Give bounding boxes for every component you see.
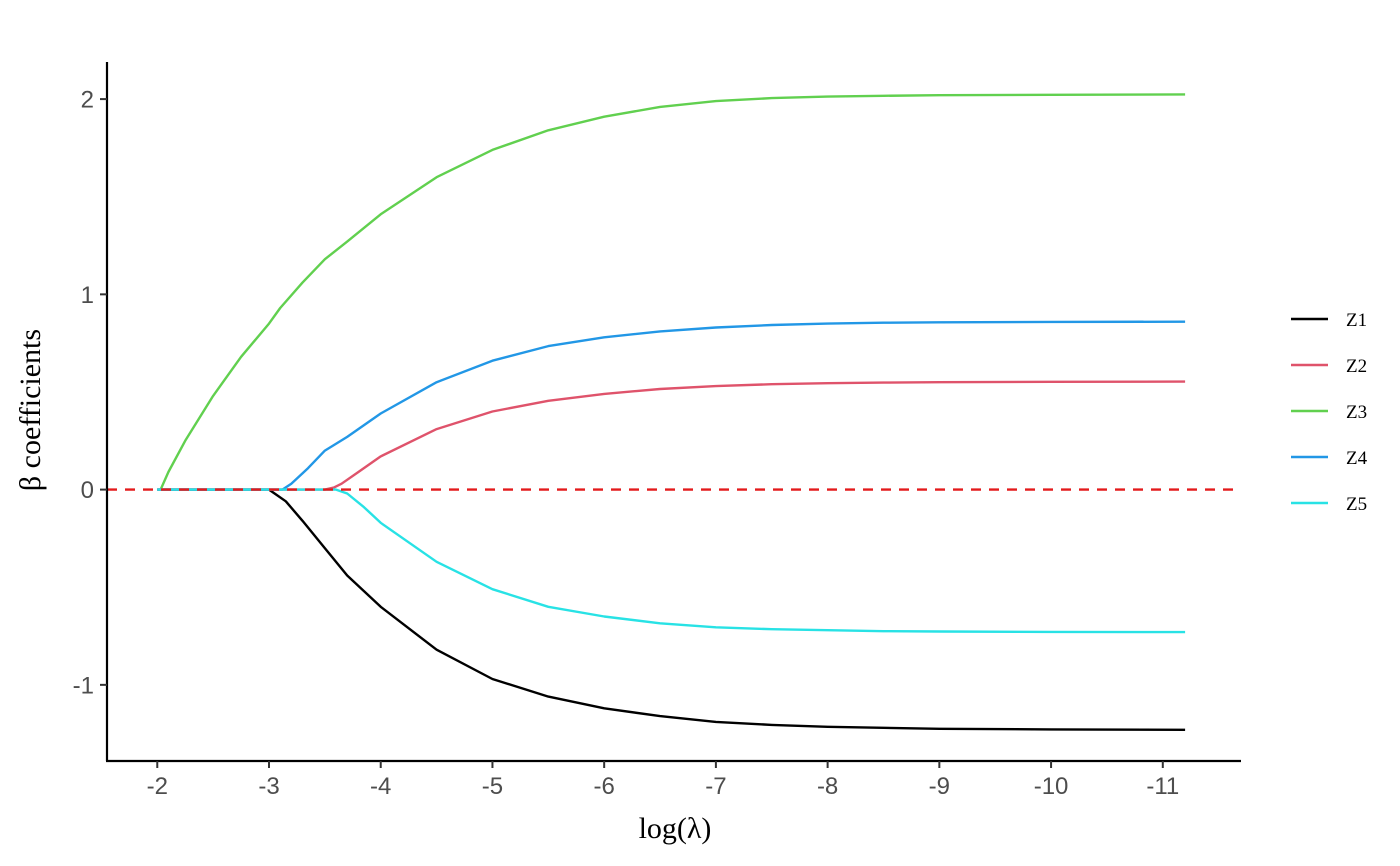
x-axis-title: log(λ) — [639, 812, 712, 845]
x-tick-label: -9 — [929, 773, 950, 800]
x-tick-label: -10 — [1034, 773, 1069, 800]
x-tick-label: -7 — [705, 773, 726, 800]
series-line-z4 — [157, 320, 1186, 491]
x-tick-label: -6 — [594, 773, 615, 800]
x-tick-label: -5 — [482, 773, 503, 800]
series-line-z1 — [157, 488, 1186, 731]
y-axis-title: β coefficients — [14, 329, 47, 491]
series-line-z3 — [159, 93, 1186, 491]
legend-label-z4: Z4 — [1346, 448, 1368, 469]
series-line-z2 — [157, 380, 1186, 491]
legend-label-z3: Z3 — [1346, 402, 1367, 423]
legend-label-z5: Z5 — [1346, 494, 1367, 515]
legend: Z1 Z2 Z3 Z4 Z5 — [1291, 310, 1368, 515]
y-tick-label: -1 — [73, 672, 94, 699]
series-line-z5 — [157, 488, 1186, 634]
x-tick-label: -3 — [258, 773, 279, 800]
x-tick-label: -4 — [370, 773, 391, 800]
y-tick-label: 1 — [81, 282, 94, 309]
legend-label-z1: Z1 — [1346, 310, 1367, 331]
x-tick-label: -11 — [1146, 773, 1179, 800]
legend-label-z2: Z2 — [1346, 356, 1367, 377]
series-layer — [157, 93, 1186, 731]
x-tick-label: -2 — [147, 773, 168, 800]
x-tick-label: -8 — [817, 773, 838, 800]
y-tick-label: 0 — [81, 477, 94, 504]
y-tick-label: 2 — [81, 87, 94, 114]
